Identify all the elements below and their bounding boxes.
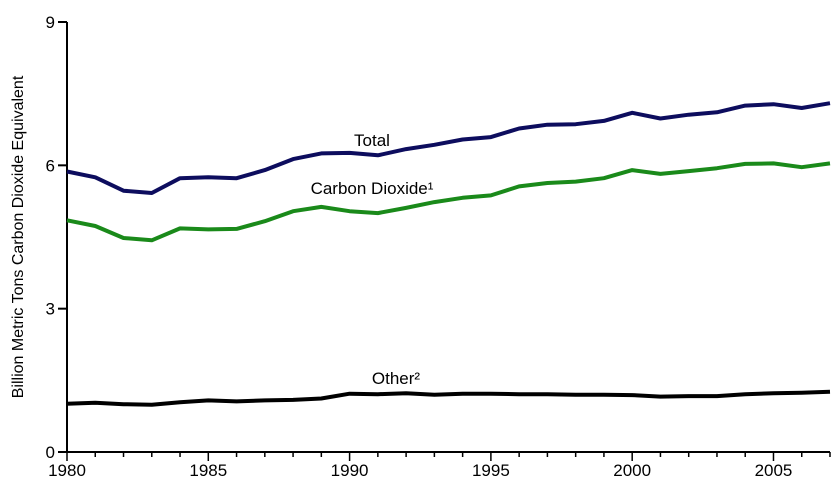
- x-ticks: 1980 1985 1990 1995 2000 2005: [48, 452, 831, 480]
- series-label-other: Other²: [372, 369, 421, 388]
- y-tick-label: 3: [46, 300, 55, 319]
- y-ticks: 0 3 6 9: [46, 13, 67, 462]
- series-lines: [66, 101, 831, 407]
- x-tick-label: 1995: [472, 461, 510, 480]
- y-tick-label: 9: [46, 13, 55, 32]
- series-label-carbon-dioxide: Carbon Dioxide¹: [311, 179, 434, 198]
- y-axis-label: Billion Metric Tons Carbon Dioxide Equiv…: [10, 75, 27, 398]
- x-tick-label: 2005: [755, 461, 793, 480]
- series-labels: Total Carbon Dioxide¹ Other²: [311, 131, 434, 388]
- x-tick-label: 2000: [613, 461, 651, 480]
- x-tick-label: 1980: [48, 461, 86, 480]
- x-tick-label: 1990: [331, 461, 369, 480]
- series-line-other: [66, 389, 831, 407]
- series-label-total: Total: [354, 131, 390, 150]
- series-line-total: [66, 101, 831, 195]
- axes: [66, 22, 830, 453]
- y-tick-label: 6: [46, 156, 55, 175]
- x-tick-label: 1985: [189, 461, 227, 480]
- y-tick-label: 0: [46, 443, 55, 462]
- series-line-carbon-dioxide: [66, 161, 831, 243]
